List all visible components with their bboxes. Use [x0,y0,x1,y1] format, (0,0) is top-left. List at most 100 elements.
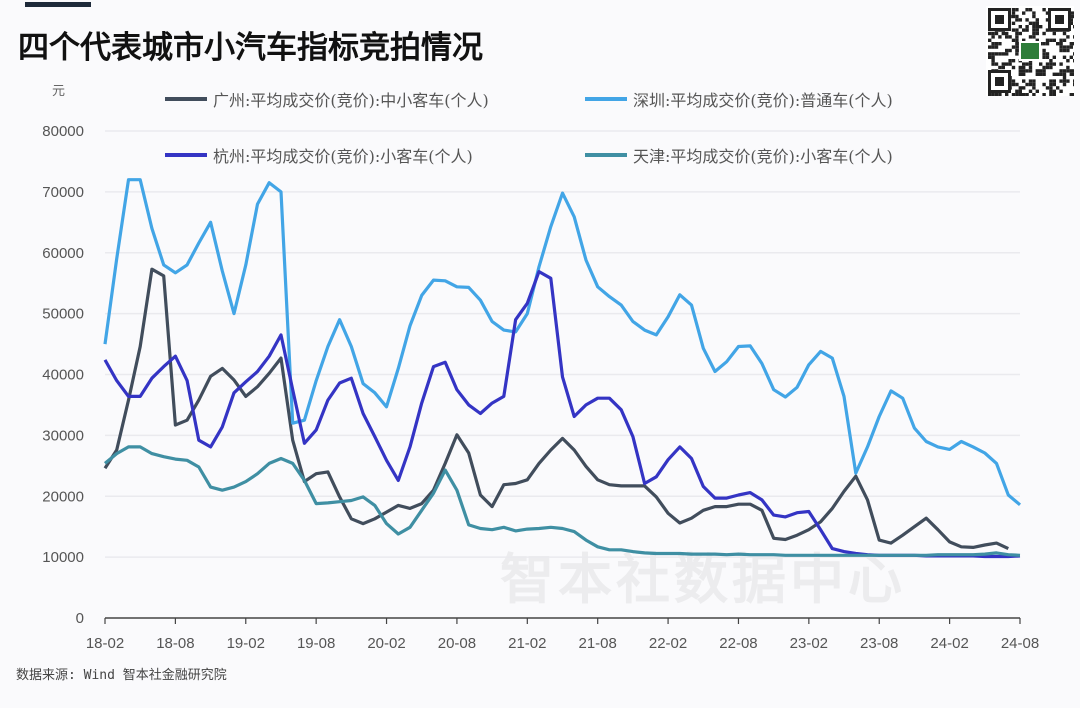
qr-module [1022,38,1026,42]
y-tick-label: 10000 [42,549,84,566]
qr-module [1032,31,1036,36]
qr-module [1035,31,1039,36]
x-tick-label: 21-08 [579,635,617,652]
qr-module [1059,45,1063,49]
qr-module [1062,48,1067,53]
qr-module [998,52,1002,56]
qr-module [1008,59,1012,63]
qr-module [1015,42,1019,46]
qr-module [1062,55,1067,59]
qr-module [1032,11,1036,15]
qr-module [1045,38,1050,42]
qr-module [1015,82,1019,87]
qr-module [1035,38,1039,42]
qr-module [1049,65,1053,70]
qr-module [1005,48,1009,53]
qr-logo [1019,41,1041,61]
qr-module [1001,31,1005,36]
qr-module [991,35,995,39]
legend-label: 广州:平均成交价(竞价):中小客车(个人) [213,91,489,110]
qr-module [1052,31,1056,36]
qr-module [1062,38,1067,42]
qr-module [1028,79,1033,83]
qr-module [1052,55,1056,59]
qr-module [988,31,992,36]
qr-module [991,42,995,46]
qr-module [1042,69,1046,73]
series-lines [103,178,1022,559]
qr-module [1032,93,1036,96]
x-tick-label: 21-02 [508,635,546,652]
qr-finder [995,77,1004,86]
x-tick-label: 22-08 [719,635,757,652]
qr-module [1049,82,1053,87]
qr-module [1052,89,1056,93]
qr-module [1045,62,1050,66]
qr-module [1011,93,1016,96]
qr-module [1052,72,1056,76]
qr-module [1011,21,1016,25]
qr-module [1062,69,1067,73]
qr-module [1022,11,1026,15]
x-tick-label: 23-02 [790,635,828,652]
qr-module [1001,52,1005,56]
qr-module [1066,35,1070,39]
qr-module [1045,65,1050,70]
qr-module [1018,18,1022,22]
qr-module [988,55,992,59]
watermark: 智本社数据中心 [500,548,906,611]
qr-module [1052,79,1056,83]
qr-module [1025,8,1029,12]
qr-module [1059,79,1063,83]
legend-item-shenzhen: 深圳:平均成交价(竞价):普通车(个人) [585,87,893,111]
x-tick-label: 18-02 [86,635,124,652]
qr-module [1022,86,1026,90]
qr-module [1052,38,1056,42]
qr-module [1066,65,1070,70]
qr-module [1005,62,1009,66]
qr-module [1039,62,1043,66]
qr-module [1028,35,1033,39]
qr-module [1035,21,1039,25]
qr-module [1052,93,1056,96]
series-line-3 [103,445,1021,557]
qr-module [1015,38,1019,42]
qr-module [1042,65,1046,70]
qr-module [1062,76,1067,80]
qr-module [1032,25,1036,29]
qr-module [1039,25,1043,29]
qr-module [1022,69,1026,73]
y-tick-label: 50000 [42,306,84,323]
qr-module [1059,69,1063,73]
qr-module [1059,42,1063,46]
series-line-0 [103,267,1009,551]
qr-module [1032,79,1036,83]
series-line-1 [103,178,1022,507]
qr-module [998,42,1002,46]
qr-module [1011,28,1016,32]
qr-module [1005,35,1009,39]
qr-module [1015,28,1019,32]
qr-module [1069,18,1073,22]
qr-module [1073,72,1074,76]
qr-module [991,31,995,36]
qr-module [994,93,999,96]
gridlines [105,130,1020,558]
qr-module [1005,93,1009,96]
qr-module [994,45,999,49]
qr-module [1045,55,1050,59]
qr-module [1066,59,1070,63]
x-tick-label: 20-02 [367,635,405,652]
qr-module [1073,52,1074,56]
qr-module [1025,82,1029,87]
qr-module [1025,18,1029,22]
qr-module [1005,52,1009,56]
legend-item-tianjin: 天津:平均成交价(竞价):小客车(个人) [585,143,893,167]
qr-module [1025,25,1029,29]
qr-module [1005,31,1009,36]
qr-module [1042,93,1046,96]
qr-module [1045,11,1050,15]
qr-module [991,52,995,56]
qr-module [1069,45,1073,49]
